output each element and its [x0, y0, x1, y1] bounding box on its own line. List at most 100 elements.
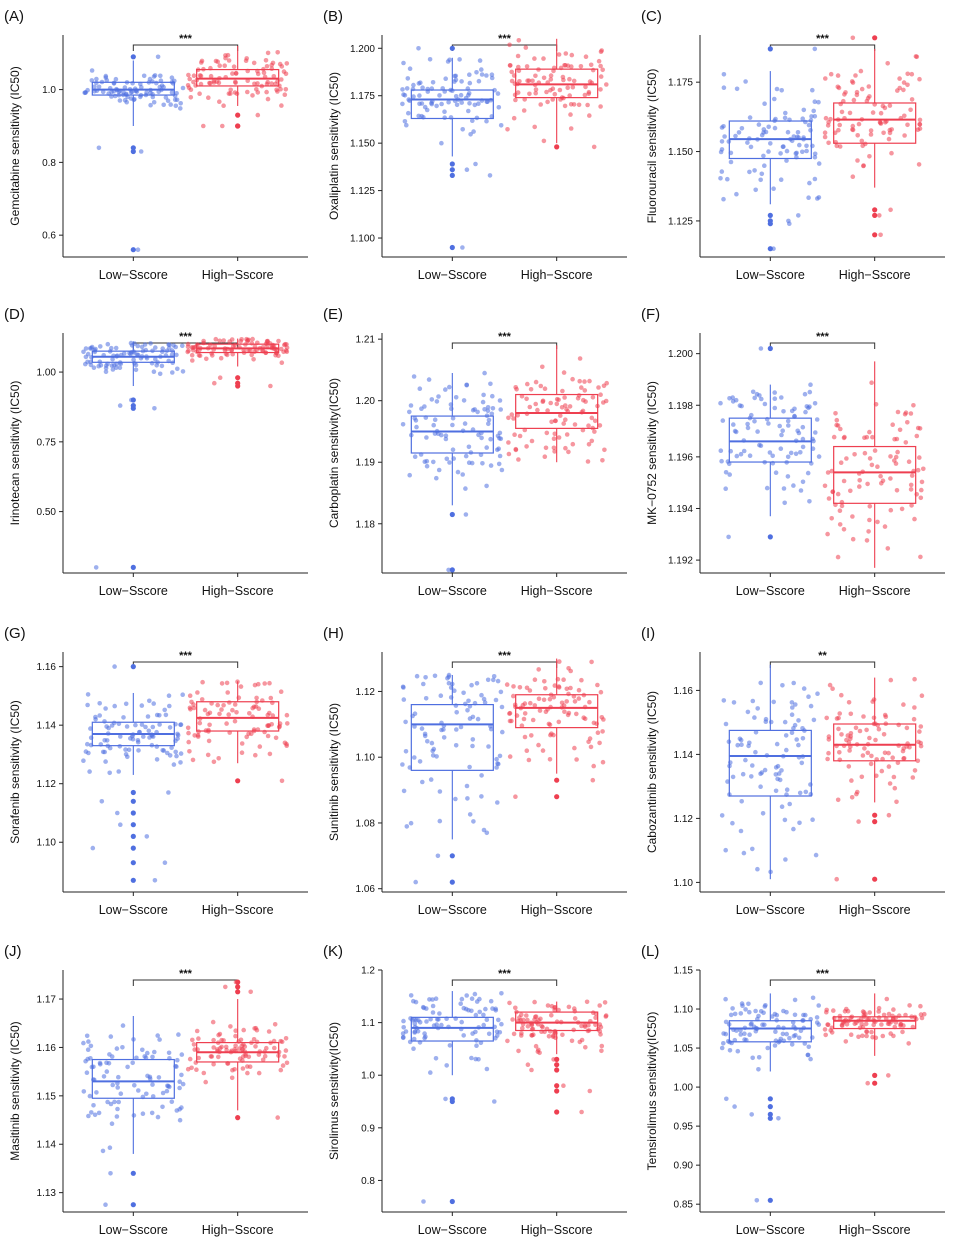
jitter-point: [524, 1013, 529, 1018]
jitter-point: [109, 1121, 115, 1126]
significance-label: ***: [816, 968, 830, 980]
jitter-point: [490, 406, 496, 411]
jitter-point: [203, 1079, 208, 1085]
jitter-point: [565, 63, 571, 68]
chart-panel-i: (I)Cabozantinib sensitivity (IC50)1.101.…: [641, 625, 945, 917]
jitter-point: [886, 1073, 891, 1078]
jitter-point: [836, 726, 841, 732]
jitter-point: [721, 1031, 726, 1036]
jitter-point: [780, 683, 785, 688]
jitter-point: [864, 538, 870, 543]
jitter-point: [721, 1041, 726, 1046]
jitter-point: [269, 62, 275, 68]
jitter-point: [848, 711, 854, 717]
jitter-point: [200, 679, 205, 685]
jitter-point: [278, 1038, 284, 1044]
jitter-point: [800, 479, 806, 485]
jitter-point: [477, 1009, 483, 1015]
jitter-point: [796, 213, 801, 218]
jitter-point: [214, 79, 220, 84]
jitter-point: [587, 736, 593, 741]
jitter-point: [552, 431, 558, 437]
x-tick-label: Low−Sscore: [99, 268, 168, 282]
jitter-point: [888, 207, 893, 213]
jitter-point: [601, 383, 607, 389]
jitter-point: [879, 768, 885, 774]
jitter-point: [789, 1042, 795, 1047]
jitter-point: [814, 1015, 820, 1020]
jitter-point: [400, 684, 406, 690]
jitter-point: [545, 408, 550, 413]
jitter-point: [268, 695, 274, 701]
jitter-point: [447, 460, 452, 465]
jitter-point: [489, 72, 495, 77]
jitter-point: [115, 810, 120, 816]
jitter-point: [117, 98, 123, 103]
significance-label: ***: [498, 33, 512, 45]
jitter-point: [842, 92, 847, 97]
jitter-point: [145, 1050, 150, 1056]
jitter-point: [567, 404, 573, 409]
jitter-point: [808, 1056, 813, 1062]
jitter-point: [562, 103, 568, 109]
jitter-point: [886, 812, 892, 818]
y-axis-label: Masitinib sensitivity (IC50): [8, 1021, 22, 1160]
jitter-point: [893, 454, 899, 460]
jitter-point: [546, 1034, 552, 1039]
jitter-point: [901, 756, 907, 761]
jitter-point: [178, 722, 184, 727]
outlier-point: [767, 1096, 773, 1102]
jitter-point: [473, 161, 478, 167]
jitter-point: [249, 352, 254, 358]
jitter-point: [443, 387, 448, 392]
jitter-point: [762, 767, 768, 773]
jitter-point: [484, 445, 490, 450]
jitter-point: [825, 123, 831, 128]
jitter-point: [439, 727, 444, 733]
jitter-point: [81, 1040, 86, 1046]
jitter-point: [217, 63, 222, 68]
y-tick-label: 1.14: [37, 1140, 57, 1151]
jitter-point: [491, 677, 496, 683]
jitter-point: [547, 696, 553, 702]
jitter-point: [856, 819, 861, 824]
jitter-point: [792, 722, 798, 728]
jitter-point: [864, 727, 869, 733]
jitter-point: [909, 71, 915, 77]
jitter-point: [123, 747, 128, 752]
jitter-point: [467, 812, 473, 817]
jitter-point: [217, 711, 222, 717]
jitter-point: [836, 85, 842, 91]
jitter-point: [848, 736, 853, 741]
y-tick-label: 1.150: [668, 147, 693, 158]
jitter-point: [519, 1033, 524, 1038]
jitter-point: [891, 1007, 896, 1012]
jitter-point: [85, 359, 90, 365]
jitter-point: [523, 45, 529, 50]
significance-bracket: [132, 661, 239, 668]
jitter-point: [772, 405, 778, 411]
y-axis-label: Cabozantinib sensitivity (IC50): [645, 691, 659, 853]
jitter-point: [474, 1043, 479, 1048]
jitter-point: [761, 127, 767, 132]
jitter-point: [848, 1015, 854, 1020]
jitter-point: [848, 1032, 854, 1037]
jitter-point: [810, 87, 815, 93]
jitter-point: [839, 109, 845, 115]
jitter-point: [814, 1020, 820, 1025]
jitter-point: [600, 759, 606, 765]
jitter-point: [115, 1085, 120, 1090]
jitter-point: [197, 720, 203, 726]
jitter-point: [108, 1171, 113, 1176]
jitter-point: [919, 479, 925, 485]
jitter-point: [454, 710, 460, 715]
y-tick-label: 1.08: [356, 818, 376, 829]
jitter-point: [173, 749, 178, 755]
jitter-point: [858, 68, 864, 74]
jitter-point: [733, 429, 739, 435]
jitter-point: [282, 92, 288, 97]
jitter-point: [564, 699, 569, 704]
significance-label: ***: [179, 968, 193, 980]
jitter-point: [572, 745, 577, 751]
jitter-point: [557, 87, 563, 93]
